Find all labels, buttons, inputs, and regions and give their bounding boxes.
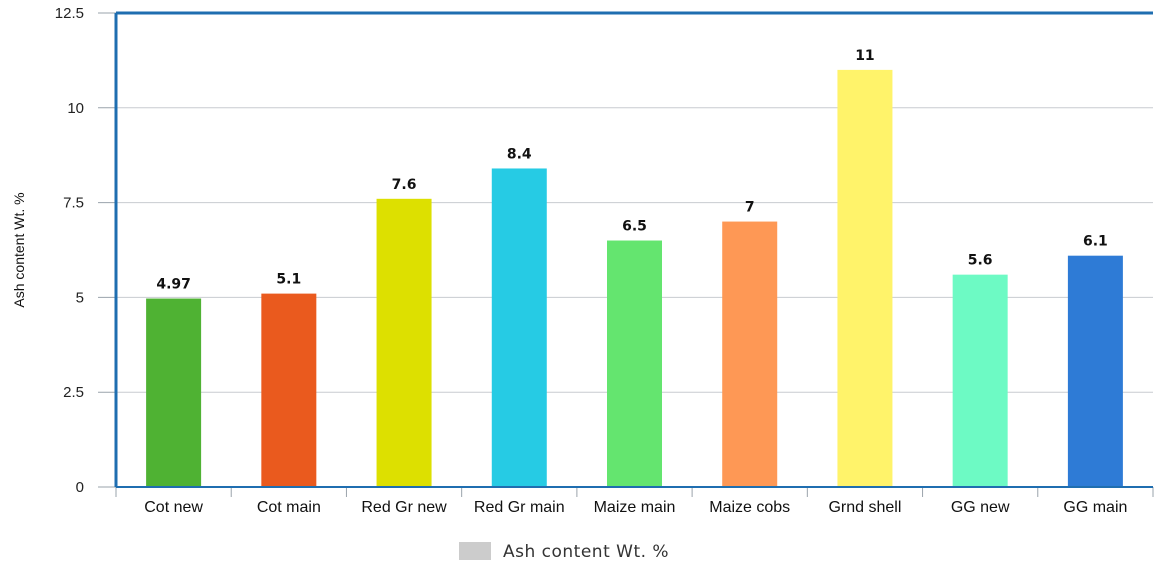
x-axis-ticks: Cot new Cot main Red Gr new Red Gr main Maiz… (115, 487, 1154, 516)
x-tick-label: Grnd shell (828, 499, 901, 516)
data-label: 7 (745, 200, 755, 216)
data-label: 11 (855, 48, 874, 64)
y-axis-ticks: 0 2.5 5 7.5 10 12.5 (55, 5, 116, 496)
bar (952, 274, 1008, 487)
y-tick-label: 10 (67, 100, 84, 117)
x-tick-label: Cot main (257, 499, 321, 516)
bar (376, 198, 432, 488)
data-label: 8.4 (507, 146, 532, 162)
x-tick-label: Maize cobs (709, 499, 790, 516)
data-labels: 4.97 5.1 7.6 8.4 6.5 7 11 5.6 6.1 (156, 48, 1107, 293)
y-tick-label: 2.5 (63, 384, 84, 401)
legend-swatch (459, 542, 491, 560)
data-label: 7.6 (392, 177, 417, 193)
x-tick-label: Cot new (144, 499, 203, 516)
data-label: 5.6 (968, 253, 993, 269)
y-tick-label: 7.5 (63, 195, 84, 212)
data-label: 4.97 (156, 277, 191, 293)
y-tick-label: 5 (76, 289, 84, 306)
y-tick-label: 0 (76, 479, 84, 496)
x-tick-label: GG main (1063, 499, 1127, 516)
bar (607, 240, 662, 487)
y-axis-title: Ash content Wt. % (11, 192, 27, 307)
x-tick-label: GG new (951, 499, 1010, 516)
bar (491, 168, 547, 488)
legend: Ash content Wt. % (459, 542, 669, 562)
bar (1067, 255, 1123, 487)
axes (114, 11, 1153, 488)
data-label: 6.1 (1083, 234, 1108, 250)
bar (146, 298, 202, 487)
bars (146, 69, 1123, 488)
x-tick-label: Red Gr main (474, 499, 565, 516)
data-label: 5.1 (276, 272, 301, 288)
data-label: 6.5 (622, 219, 647, 235)
bar (837, 69, 893, 487)
x-tick-label: Maize main (594, 499, 676, 516)
bar (261, 293, 317, 487)
legend-label: Ash content Wt. % (503, 542, 669, 562)
x-tick-label: Red Gr new (361, 499, 447, 516)
bar (722, 221, 778, 487)
y-tick-label: 12.5 (55, 5, 84, 22)
